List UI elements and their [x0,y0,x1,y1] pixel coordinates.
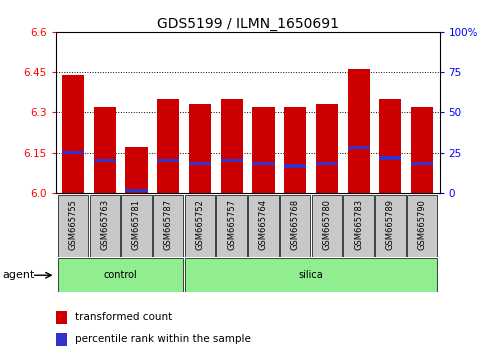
Bar [153,195,184,257]
Bar [157,99,179,193]
Text: control: control [104,270,138,280]
Bar [58,258,184,292]
Title: GDS5199 / ILMN_1650691: GDS5199 / ILMN_1650691 [156,17,339,31]
Bar [221,99,243,193]
Bar [347,69,369,193]
Bar [126,189,148,192]
Text: GSM665755: GSM665755 [69,199,77,250]
Bar [379,156,401,160]
Bar [185,258,437,292]
Bar [216,195,247,257]
Bar [284,165,306,168]
Text: silica: silica [298,270,324,280]
Bar [252,107,274,193]
Text: GSM665787: GSM665787 [164,199,173,250]
Bar [56,311,67,324]
Bar [62,151,84,154]
Text: GSM665789: GSM665789 [386,199,395,250]
Text: GSM665752: GSM665752 [196,199,204,250]
Text: transformed count: transformed count [75,312,172,322]
Text: GSM665768: GSM665768 [291,199,299,250]
Bar [379,99,401,193]
Bar [312,195,342,257]
Bar [89,195,120,257]
Bar [157,159,179,162]
Bar [221,159,243,162]
Text: percentile rank within the sample: percentile rank within the sample [75,335,251,344]
Bar [411,162,433,165]
Bar [62,75,84,193]
Bar [411,107,433,193]
Text: GSM665790: GSM665790 [418,199,426,250]
Bar [375,195,406,257]
Bar [189,104,211,193]
Bar [280,195,311,257]
Bar [185,195,215,257]
Text: GSM665780: GSM665780 [322,199,331,250]
Bar [407,195,437,257]
Bar [316,104,338,193]
Bar [189,162,211,165]
Bar [126,147,148,193]
Bar [316,162,338,165]
Bar [252,162,274,165]
Bar [248,195,279,257]
Bar [56,333,67,346]
Text: GSM665781: GSM665781 [132,199,141,250]
Bar [343,195,374,257]
Text: GSM665763: GSM665763 [100,199,109,250]
Bar [284,107,306,193]
Bar [347,146,369,149]
Bar [58,195,88,257]
Text: GSM665764: GSM665764 [259,199,268,250]
Text: GSM665757: GSM665757 [227,199,236,250]
Text: agent: agent [2,270,35,280]
Bar [121,195,152,257]
Bar [94,107,116,193]
Bar [94,159,116,162]
Text: GSM665783: GSM665783 [354,199,363,250]
